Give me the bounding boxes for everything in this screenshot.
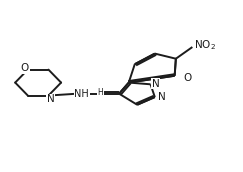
Text: NO$_2$: NO$_2$ bbox=[194, 38, 216, 52]
Text: N: N bbox=[46, 94, 54, 104]
Text: O: O bbox=[184, 73, 192, 83]
Text: N: N bbox=[152, 79, 160, 89]
Text: O: O bbox=[21, 63, 29, 73]
Text: H: H bbox=[97, 88, 103, 97]
Text: N: N bbox=[158, 92, 165, 102]
Text: NH: NH bbox=[74, 89, 89, 99]
